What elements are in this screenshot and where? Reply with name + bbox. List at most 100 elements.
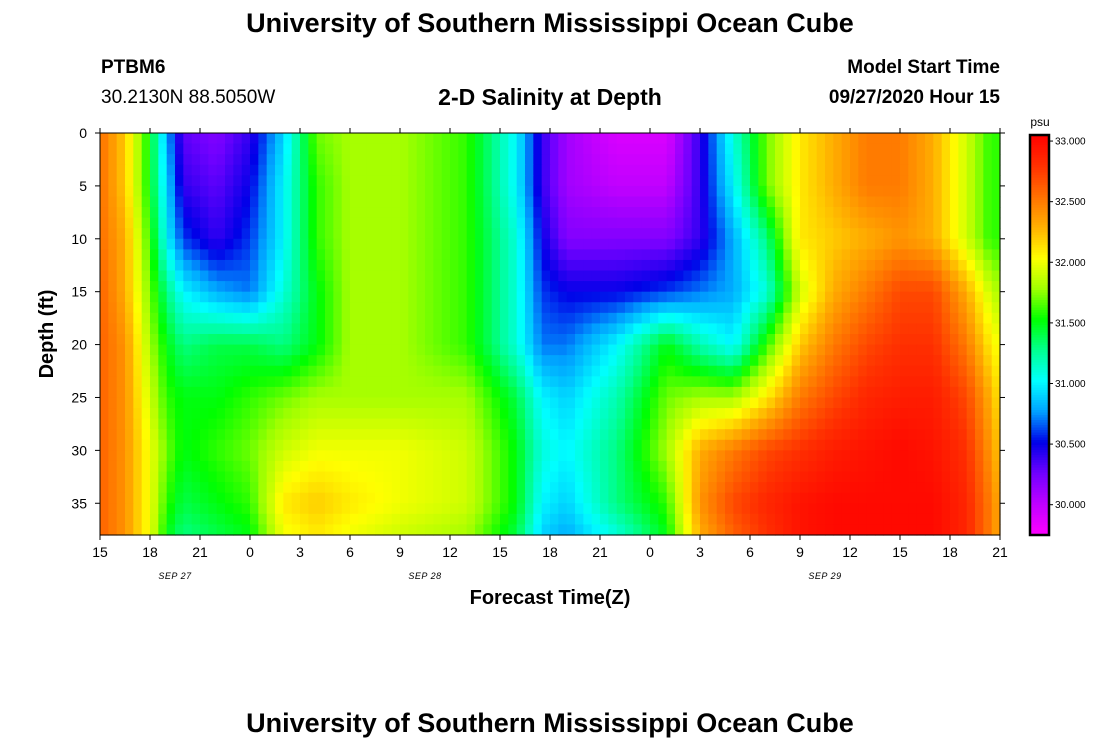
heatmap-cell <box>300 503 309 515</box>
heatmap-cell <box>866 365 876 377</box>
heatmap-cell <box>700 164 709 176</box>
heatmap-cell <box>500 503 509 515</box>
heatmap-cell <box>208 386 218 399</box>
heatmap-cell <box>691 185 701 198</box>
colorbar-segment <box>1030 472 1049 476</box>
heatmap-cell <box>633 270 643 282</box>
heatmap-cell <box>708 312 718 325</box>
heatmap-cell <box>850 133 859 145</box>
heatmap-cell <box>216 217 226 229</box>
heatmap-cell <box>366 270 376 282</box>
heatmap-cell <box>366 386 376 399</box>
heatmap-cell <box>425 450 434 462</box>
heatmap-cell <box>975 207 984 219</box>
heatmap-cell <box>616 259 626 272</box>
heatmap-cell <box>283 524 293 536</box>
heatmap-cell <box>408 133 418 145</box>
heatmap-cell <box>258 408 268 420</box>
heatmap-cell <box>333 207 343 219</box>
heatmap-cell <box>600 418 609 430</box>
heatmap-cell <box>808 207 818 219</box>
heatmap-cell <box>725 429 734 441</box>
heatmap-cell <box>166 334 176 346</box>
heatmap-cell <box>358 164 368 176</box>
heatmap-cell <box>750 429 759 441</box>
heatmap-cell <box>775 270 784 282</box>
colorbar-segment <box>1030 285 1049 289</box>
heatmap-cell <box>750 482 759 494</box>
heatmap-cell <box>341 344 351 356</box>
colorbar-segment <box>1030 295 1049 299</box>
heatmap-cell <box>233 259 243 272</box>
heatmap-cell <box>658 323 668 335</box>
heatmap-cell <box>375 185 384 198</box>
heatmap-cell <box>291 196 301 208</box>
heatmap-cell <box>241 228 251 240</box>
heatmap-cell <box>666 143 676 155</box>
colorbar-segment <box>1030 445 1049 449</box>
heatmap-cell <box>941 524 951 536</box>
heatmap-cell <box>700 503 709 515</box>
heatmap-cell <box>550 513 559 526</box>
heatmap-cell <box>633 482 643 494</box>
heatmap-cell <box>933 228 943 240</box>
heatmap-cell <box>541 291 551 303</box>
heatmap-cell <box>783 355 793 367</box>
colorbar-segment <box>1030 272 1049 276</box>
heatmap-cell <box>316 365 326 377</box>
heatmap-cell <box>683 312 693 325</box>
heatmap-cell <box>275 439 284 451</box>
heatmap-cell <box>108 524 118 536</box>
heatmap-cell <box>775 164 784 176</box>
heatmap-cell <box>725 344 734 356</box>
heatmap-cell <box>808 439 818 451</box>
heatmap-cell <box>475 154 484 166</box>
heatmap-cell <box>116 471 126 483</box>
heatmap-cell <box>900 344 909 356</box>
heatmap-cell <box>558 397 568 409</box>
heatmap-cell <box>650 228 659 240</box>
heatmap-cell <box>283 291 293 303</box>
heatmap-cell <box>458 386 468 399</box>
heatmap-cell <box>358 492 368 504</box>
heatmap-cell <box>291 312 301 325</box>
heatmap-cell <box>208 450 218 462</box>
heatmap-cell <box>133 185 143 198</box>
heatmap-cell <box>233 418 243 430</box>
heatmap-cell <box>675 302 684 314</box>
heatmap-cell <box>266 418 276 430</box>
heatmap-cell <box>750 355 759 367</box>
heatmap-cell <box>691 175 701 187</box>
heatmap-cell <box>733 482 743 494</box>
heatmap-cell <box>116 281 126 293</box>
heatmap-cell <box>975 365 984 377</box>
heatmap-cell <box>350 133 359 145</box>
colorbar-segment <box>1030 372 1049 376</box>
heatmap-cell <box>116 429 126 441</box>
heatmap-cell <box>408 397 418 409</box>
heatmap-cell <box>591 334 601 346</box>
heatmap-cell <box>800 471 809 483</box>
heatmap-cell <box>391 429 401 441</box>
heatmap-cell <box>708 207 718 219</box>
heatmap-cell <box>775 355 784 367</box>
heatmap-cell <box>400 397 409 409</box>
heatmap-cell <box>408 513 418 526</box>
heatmap-cell <box>183 238 193 250</box>
colorbar-segment <box>1030 390 1049 394</box>
heatmap-cell <box>216 259 226 272</box>
heatmap-cell <box>875 355 884 367</box>
heatmap-cell <box>833 196 843 208</box>
heatmap-cell <box>325 217 334 229</box>
heatmap-cell <box>983 323 993 335</box>
heatmap-cell <box>633 408 643 420</box>
heatmap-cell <box>525 196 534 208</box>
heatmap-cell <box>250 270 259 282</box>
heatmap-cell <box>741 249 751 261</box>
heatmap-cell <box>183 175 193 187</box>
heatmap-cell <box>308 249 318 261</box>
heatmap-cell <box>875 143 884 155</box>
heatmap-cell <box>208 355 218 367</box>
heatmap-cell <box>758 291 768 303</box>
heatmap-cell <box>516 365 526 377</box>
